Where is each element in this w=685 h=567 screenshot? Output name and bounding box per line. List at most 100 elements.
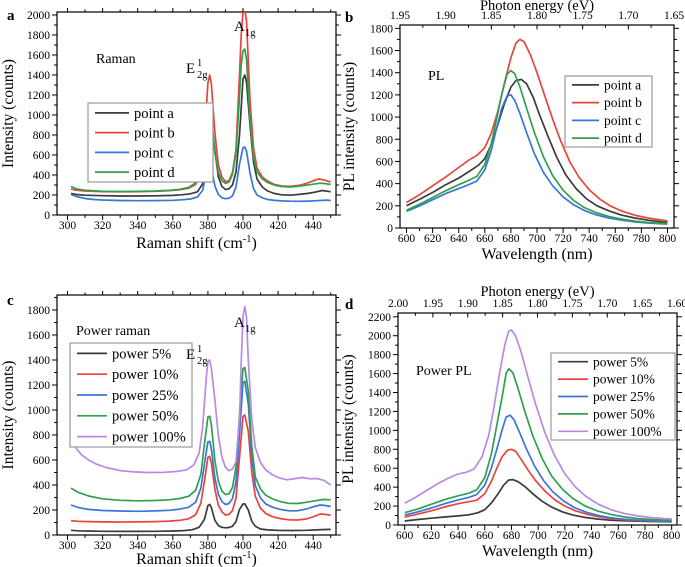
x-tick-label: 760 [610,530,628,542]
x-tick-label: 760 [607,233,625,245]
y-tick-label: 1400 [27,70,50,82]
y-tick-label: 1000 [370,112,393,124]
svg-text:1: 1 [197,344,202,355]
y-tick-label: 1000 [368,425,391,437]
top-tick-label: 1.90 [436,10,456,22]
x-axis-title: Wavelength (nm) [481,246,592,263]
legend-label: power 10% [593,372,655,387]
axes-ticks [393,313,682,530]
series-point-d [70,48,331,193]
legend-label: power 100% [593,424,662,439]
series-point-b [406,38,668,222]
x-tick-label: 400 [234,220,252,232]
series-point-c [70,146,331,203]
series-power-100- [404,329,672,520]
x-tick-label: 640 [449,530,467,542]
legend: power 5% power 10% power 25% power 50% power… [69,342,193,448]
x-tick-label: 780 [636,530,654,542]
series-group [70,12,331,203]
x-tick-label: 620 [423,530,441,542]
x-tick-label: 600 [396,530,414,542]
x-tick-label: 640 [450,233,468,245]
x-tick-label: 380 [199,220,217,232]
legend-label: power 5% [112,346,171,362]
top-tick-label: 1.65 [632,298,652,310]
x-tick-label: 340 [129,220,147,232]
legend-label: point d [134,165,175,181]
x-tick-label: 300 [59,220,77,232]
peak-label-A: A 1g [234,315,256,335]
svg-text:2g: 2g [197,70,208,81]
series-power-25- [404,414,672,523]
y-tick-label: 1400 [368,388,391,400]
y-tick-label: 1800 [27,305,50,317]
top-tick-label: 1.70 [618,10,638,22]
panel-annotation: Power raman [76,324,150,339]
x-tick-label: 660 [476,530,494,542]
x-tick-label: 660 [476,233,494,245]
legend-box [564,75,653,148]
y-tick-label: 1600 [368,369,391,381]
y-tick-label: 0 [44,530,50,542]
y-tick-label: 400 [33,170,51,182]
y-tick-label: 800 [33,430,51,442]
series-point-d [406,69,668,225]
svg-text:2g: 2g [197,356,208,367]
panel-letter: d [345,297,354,313]
y-tick-label: 0 [44,210,50,222]
axes-ticks [52,8,341,220]
peak-label-E: E 12g [186,58,208,81]
y-axis-title: PL intensity (counts) [342,62,358,191]
top-tick-label: 1.85 [493,298,513,310]
y-tick-label: 2000 [368,331,391,343]
x-tick-label: 360 [164,220,182,232]
y-tick-label: 800 [374,444,392,456]
axes-ticks [52,291,341,540]
svg-text:E: E [186,347,195,363]
svg-text:1: 1 [197,58,202,69]
svg-text:E: E [186,61,195,77]
x-tick-label: 740 [583,530,601,542]
legend-label: point c [604,113,641,128]
series-point-c [406,94,668,225]
y-tick-label: 800 [376,134,394,146]
legend-label: power 50% [112,409,178,425]
legend-label: point a [134,106,174,122]
panel-annotation: PL [428,69,444,84]
x-tick-label: 380 [199,540,217,552]
x-tick-label: 700 [530,530,548,542]
top-tick-label: 1.95 [423,298,443,310]
x-tick-label: 420 [269,220,287,232]
top-tick-label: 2.00 [388,298,408,310]
y-tick-label: 600 [33,455,51,467]
x-tick-label: 340 [129,540,147,552]
y-tick-label: 1200 [368,406,391,418]
x-tick-label: 720 [556,530,574,542]
y-tick-label: 1600 [27,50,50,62]
series-group [406,38,668,225]
legend-label: power 100% [112,430,186,446]
top-tick-label: 1.90 [458,298,478,310]
top-axis-title: Photon energy (eV) [480,0,594,14]
y-tick-label: 800 [33,130,51,142]
plot-frame [56,11,337,216]
legend-box [87,102,214,183]
y-tick-label: 400 [33,480,51,492]
x-tick-label: 400 [234,540,252,552]
x-tick-label: 720 [554,233,572,245]
y-tick-label: 1600 [370,46,393,58]
y-tick-label: 1200 [27,380,50,392]
top-tick-label: 1.75 [573,10,593,22]
y-axis-title: Intensity (counts) [0,361,17,470]
y-tick-label: 2000 [27,10,50,22]
panel-c-chart: 300 320 340 360 380 400 420 440 0 200 400 600 800 100… [0,291,341,567]
y-tick-label: 1200 [370,90,393,102]
legend: point a point b point c point d [564,75,653,148]
top-tick-label: 1.65 [664,10,684,22]
series-power-50- [404,367,672,522]
legend-label: point c [134,145,174,161]
legend-label: point a [604,77,641,92]
x-tick-label: 320 [94,540,112,552]
series-power-50- [70,366,331,505]
x-tick-label: 700 [528,233,546,245]
